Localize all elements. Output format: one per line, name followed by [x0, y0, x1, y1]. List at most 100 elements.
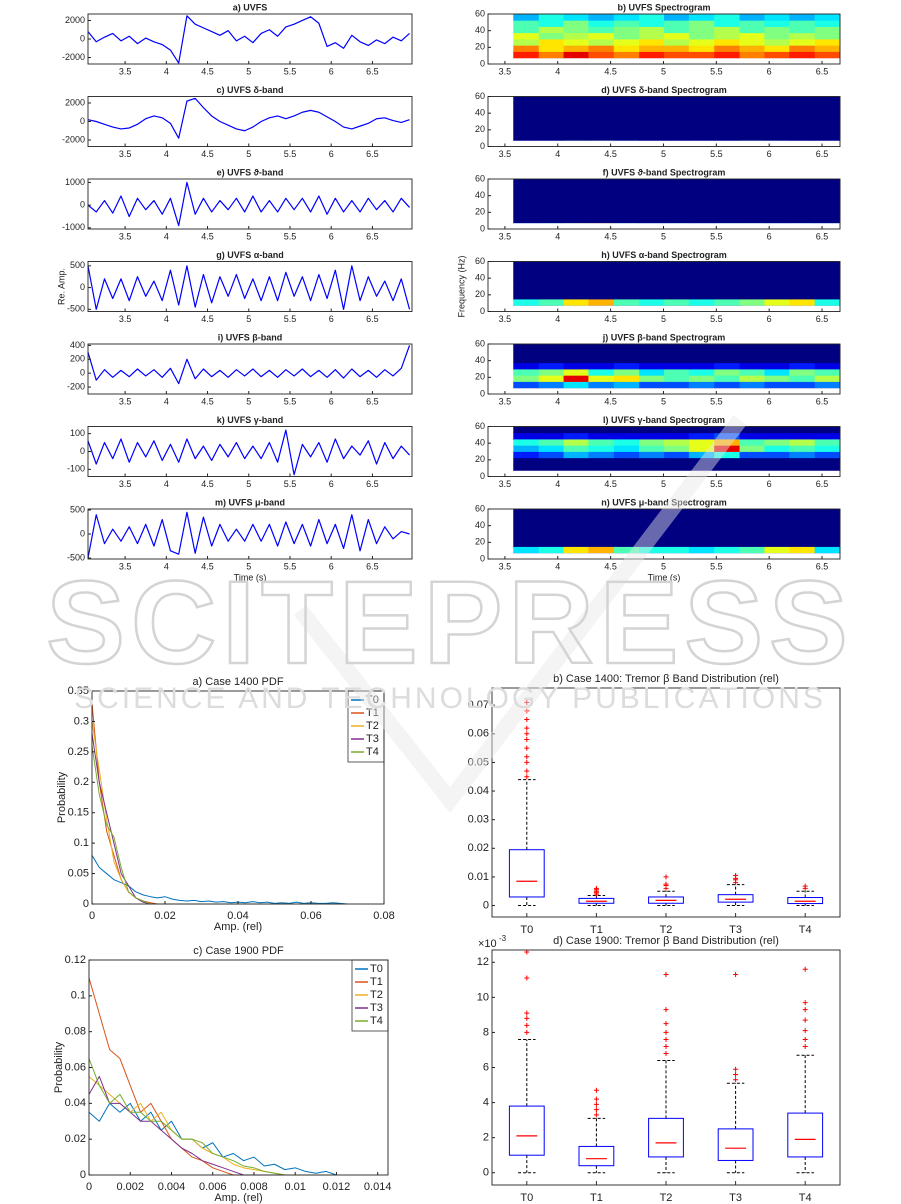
- heat-cell: [513, 204, 540, 211]
- heat-cell: [563, 527, 589, 535]
- heat-cell: [739, 350, 765, 357]
- x-tick-label: 5: [661, 66, 666, 76]
- heat-cell: [814, 185, 841, 192]
- axes-frame: [87, 261, 413, 312]
- heat-cell: [588, 439, 615, 446]
- heat-cell: [664, 39, 690, 46]
- x-tick-label: 5: [246, 66, 251, 76]
- heat-cell: [563, 509, 589, 516]
- heat-cell: [513, 280, 540, 287]
- heat-cell: [613, 127, 640, 135]
- heat-cell: [538, 127, 564, 135]
- x-tick-label: 6: [329, 66, 334, 76]
- heat-cell: [563, 127, 589, 135]
- heat-cell: [588, 121, 615, 129]
- heat-cell: [814, 216, 841, 224]
- y-tick-label: 2: [483, 1132, 489, 1144]
- whisker-high: [657, 890, 675, 897]
- heat-cell: [538, 546, 564, 554]
- heat-cell: [789, 267, 816, 275]
- chart: 3.5 4 4.5 5 5.5 6 6.5 -1000 0 1000 e) UVFS ϑ-band: [62, 167, 413, 241]
- heat-cell: [688, 39, 715, 46]
- heat-cell: [764, 546, 790, 554]
- heat-cell: [739, 179, 765, 186]
- heat-cell: [789, 51, 816, 59]
- heat-cell: [538, 457, 564, 465]
- heat-cell: [789, 445, 816, 452]
- heat-cell: [739, 210, 765, 217]
- heat-cell: [513, 191, 540, 199]
- y-tick-label: 2000: [65, 15, 85, 25]
- x-tick-label: 3.5: [499, 314, 512, 324]
- chart-title: e) UVFS ϑ-band: [217, 167, 284, 177]
- heat-cell: [739, 26, 765, 34]
- heat-cell: [814, 540, 841, 547]
- x-tick-label: 6.5: [366, 561, 379, 571]
- x-tick-label: 0.014: [364, 1181, 392, 1193]
- outlier: [733, 972, 739, 978]
- heat-cell: [688, 286, 715, 294]
- heat-cell: [764, 26, 790, 34]
- y-tick-label: 0.01: [468, 871, 489, 883]
- chart: T0 T1 T2 T3 T4 0 0.01 0.02 0.03 0.04 0.05 0.06 0.07 b…: [468, 673, 841, 936]
- y-tick-label: 8: [483, 1026, 489, 1038]
- heat-cell: [538, 344, 564, 351]
- heat-cell: [664, 546, 690, 554]
- heat-cell: [739, 439, 765, 446]
- heat-cell: [588, 127, 615, 135]
- heat-cell: [789, 540, 816, 547]
- heat-cell: [513, 32, 540, 40]
- heat-cell: [814, 32, 841, 40]
- heat-cell: [714, 26, 740, 34]
- axes-frame: [487, 508, 841, 560]
- heat-cell: [814, 14, 841, 21]
- heat-cell: [688, 540, 715, 547]
- x-tick-label: 5: [661, 479, 666, 489]
- heat-cell: [613, 32, 640, 40]
- heat-cell: [639, 39, 665, 46]
- heat-cell: [714, 109, 740, 116]
- heat-cell: [714, 515, 740, 522]
- heat-cell: [588, 216, 615, 224]
- heat-cell: [764, 179, 790, 186]
- chart: 3.5 4 4.5 5 5.5 6 6.5 -200 0 200 400 i) UVFS β-band: [67, 332, 413, 406]
- heat-cell: [789, 381, 816, 389]
- outlier: [524, 731, 530, 737]
- legend-label: T0: [366, 694, 379, 706]
- x-tick-label: 6.5: [366, 479, 379, 489]
- heat-cell: [563, 109, 589, 116]
- heat-cell: [613, 51, 640, 59]
- heat-cell: [688, 32, 715, 40]
- y-tick-label: 0.1: [71, 990, 86, 1002]
- y-axis-label: Frequency (Hz): [456, 255, 466, 317]
- heat-cell: [639, 121, 665, 129]
- heat-cell: [714, 261, 740, 269]
- chart: 3.5 4 4.5 5 5.5 6 6.5 -500 0 500 g) UVFS α-band Re.…: [56, 250, 413, 324]
- y-tick-label: -2000: [62, 134, 85, 144]
- heat-cell: [513, 115, 540, 122]
- heat-cell: [814, 261, 841, 269]
- heat-cell: [563, 451, 589, 459]
- heat-cell: [588, 540, 615, 547]
- heat-cell: [639, 127, 665, 135]
- heat-cell: [538, 445, 564, 452]
- heat-cell: [688, 451, 715, 459]
- heat-cell: [739, 292, 765, 300]
- heat-cell: [588, 546, 615, 554]
- heat-cell: [513, 344, 540, 351]
- heat-cell: [563, 45, 589, 52]
- heat-cell: [639, 445, 665, 452]
- outlier: [524, 1022, 530, 1028]
- heat-cell: [714, 45, 740, 52]
- heat-cell: [814, 26, 841, 34]
- heat-cell: [688, 204, 715, 211]
- axes-frame: [87, 178, 413, 230]
- x-tick-label: 4: [164, 314, 169, 324]
- x-tick-label: 6: [329, 479, 334, 489]
- heat-cell: [563, 299, 589, 306]
- heat-cell: [513, 185, 540, 192]
- heat-cell: [613, 191, 640, 199]
- whisker-low: [518, 1155, 536, 1174]
- heat-cell: [538, 292, 564, 300]
- y-tick-label: 0: [80, 368, 85, 378]
